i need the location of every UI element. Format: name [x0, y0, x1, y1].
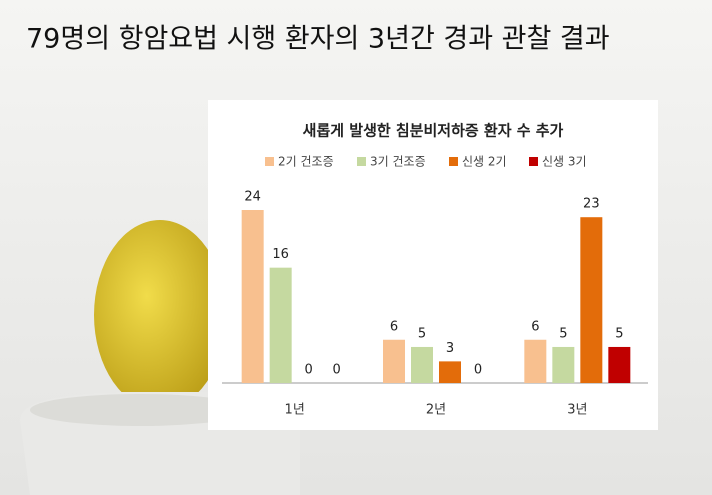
legend-swatch: [449, 157, 458, 166]
slide-title: 79명의 항암요법 시행 환자의 3년간 경과 관찰 결과: [26, 24, 610, 55]
legend-label: 3기 건조증: [370, 155, 426, 169]
data-label: 6: [531, 319, 539, 334]
bar: [580, 217, 603, 383]
x-tick-label: 1년: [285, 403, 305, 418]
x-tick-label: 2년: [426, 403, 446, 418]
bar: [439, 361, 461, 383]
legend-label: 신생 3기: [542, 155, 587, 169]
data-label: 0: [305, 363, 313, 378]
legend-swatch: [265, 157, 274, 166]
legend-label: 신생 2기: [462, 155, 507, 169]
data-label: 24: [244, 190, 261, 205]
bar: [524, 339, 547, 383]
bar: [383, 339, 405, 383]
data-label: 23: [583, 197, 600, 212]
legend-label: 2기 건조증: [278, 155, 334, 169]
x-tick-label: 3년: [567, 403, 587, 418]
data-label: 16: [272, 247, 289, 262]
bar: [552, 346, 575, 383]
legend-swatch: [529, 157, 538, 166]
data-label: 0: [474, 363, 482, 378]
bar: [269, 267, 292, 383]
legend-swatch: [357, 157, 366, 166]
chart-title: 새롭게 발생한 침분비저하증 환자 수 추가: [303, 122, 564, 140]
data-label: 5: [418, 326, 426, 341]
bar: [241, 210, 264, 383]
data-label: 3: [446, 341, 454, 356]
bar: [411, 346, 433, 383]
pot-soil: [30, 394, 250, 426]
data-label: 0: [333, 363, 341, 378]
data-label: 6: [390, 319, 398, 334]
data-label: 5: [615, 326, 623, 341]
bar: [608, 346, 631, 383]
data-label: 5: [559, 326, 567, 341]
cactus: [94, 220, 226, 410]
